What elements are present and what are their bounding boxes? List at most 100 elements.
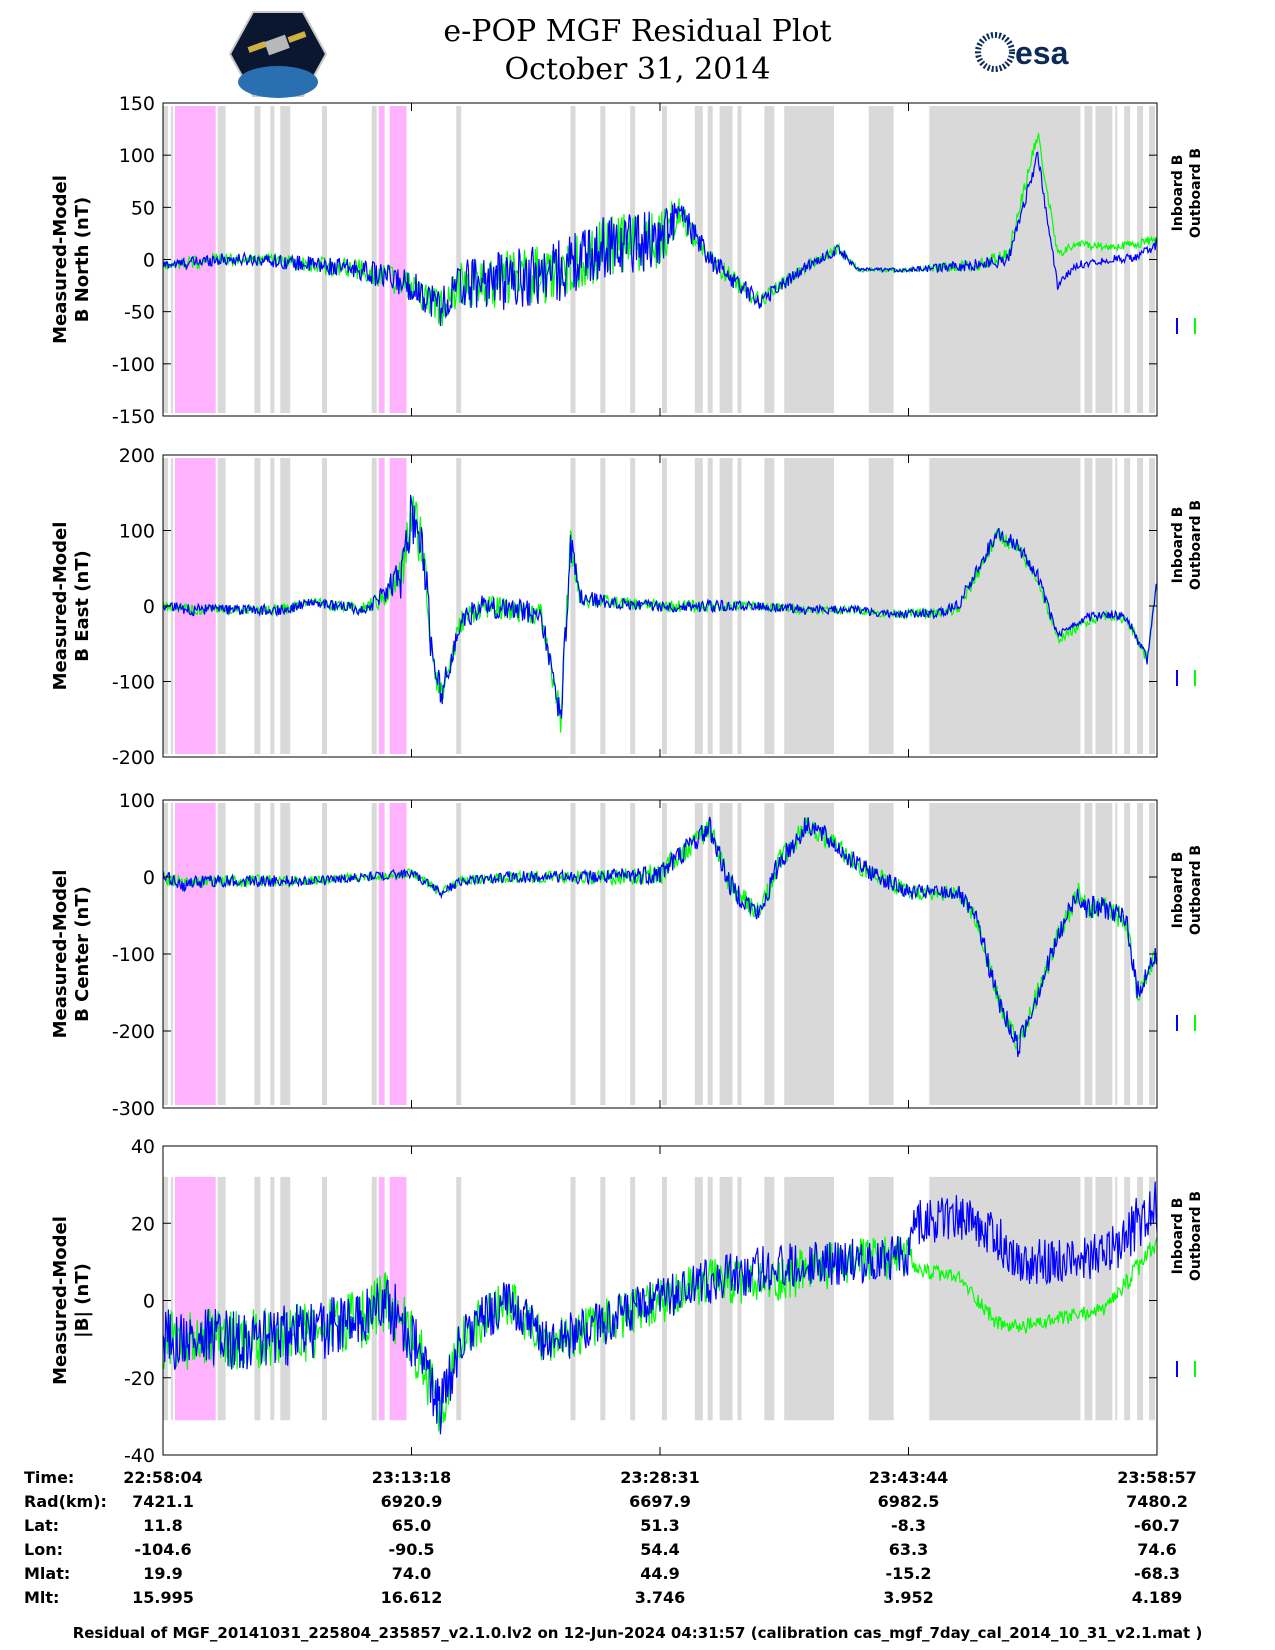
y-tick-label: -50 — [124, 302, 155, 324]
table-cell: 6697.9 — [629, 1492, 691, 1511]
y-tick-label: -150 — [112, 406, 155, 428]
y-tick-label: 50 — [131, 197, 155, 219]
gray-band — [270, 803, 275, 1105]
table-cell: -60.7 — [1133, 1516, 1181, 1535]
table-cell: 11.8 — [143, 1516, 183, 1535]
gray-band — [217, 803, 226, 1105]
pink-band — [378, 106, 385, 413]
series-line-outboard — [162, 817, 1158, 1051]
y-tick-label: 0 — [143, 867, 155, 889]
y-tick-label: -100 — [112, 944, 155, 966]
gray-band — [1124, 1176, 1131, 1421]
table-cell: 7480.2 — [1126, 1492, 1188, 1511]
gray-band — [170, 803, 173, 1105]
cassiope-logo — [228, 11, 328, 98]
y-axis-label: Measured-Model — [50, 175, 71, 344]
y-tick-label: -40 — [124, 1445, 155, 1467]
gray-band — [456, 106, 462, 413]
gray-band — [719, 803, 733, 1105]
table-cell: 6982.5 — [877, 1492, 940, 1511]
gray-band — [694, 106, 703, 413]
table-cell: 74.0 — [391, 1564, 432, 1583]
table-cell: 6920.9 — [380, 1492, 443, 1511]
table-cell: 23:13:18 — [371, 1468, 452, 1487]
gray-band — [254, 803, 261, 1105]
table-cell: -104.6 — [134, 1540, 192, 1559]
gray-band — [1124, 803, 1131, 1105]
gray-band — [371, 803, 377, 1105]
band-gap — [1092, 803, 1096, 1105]
table-cell: 23:28:31 — [620, 1468, 700, 1487]
gray-band — [707, 458, 713, 754]
gray-band — [170, 106, 173, 413]
gray-band — [170, 1176, 173, 1421]
band-gap — [1092, 458, 1096, 754]
gray-band — [371, 106, 377, 413]
gray-band — [784, 1176, 834, 1421]
gray-band — [600, 1176, 606, 1421]
gray-band — [784, 803, 834, 1105]
gray-band — [764, 803, 775, 1105]
esa-logo: esa — [975, 32, 1069, 72]
gray-band — [694, 803, 703, 1105]
gray-band — [868, 1176, 894, 1421]
gray-band — [280, 1176, 291, 1421]
pink-band — [389, 106, 407, 413]
legend-label-inboard: Inboard B — [1170, 155, 1186, 232]
y-tick-label: 150 — [119, 93, 155, 115]
gray-band — [280, 803, 291, 1105]
y-tick-label: 100 — [119, 145, 155, 167]
band-gap — [1092, 106, 1096, 413]
gray-band — [1149, 1176, 1156, 1421]
table-cell: 23:43:44 — [868, 1468, 949, 1487]
gray-band — [600, 803, 606, 1105]
gray-band — [456, 458, 462, 754]
table-cell: -8.3 — [891, 1516, 926, 1535]
table-cell: 54.4 — [640, 1540, 680, 1559]
table-cell: 65.0 — [391, 1516, 432, 1535]
y-axis-label: B East (nT) — [72, 550, 93, 662]
table-cell: 22:58:04 — [123, 1468, 203, 1487]
gray-band — [661, 803, 667, 1105]
gray-band — [600, 458, 606, 754]
gray-band — [456, 1176, 462, 1421]
gray-band — [254, 458, 261, 754]
y-tick-label: -300 — [112, 1098, 155, 1120]
table-cell: 3.746 — [634, 1588, 686, 1607]
pink-band — [378, 803, 385, 1105]
y-axis-label: |B| (nT) — [72, 1263, 93, 1338]
gray-band — [163, 1176, 168, 1421]
legend-label-inboard: Inboard B — [1170, 852, 1186, 929]
series-line-inboard — [162, 1181, 1158, 1435]
gray-band — [928, 458, 1118, 754]
table-cell: 19.9 — [143, 1564, 183, 1583]
gray-band — [570, 1176, 576, 1421]
gray-band — [764, 1176, 775, 1421]
band-gap — [1080, 458, 1085, 754]
table-cell: 23:58:57 — [1117, 1468, 1197, 1487]
gray-band — [868, 803, 894, 1105]
legend-label-inboard: Inboard B — [1170, 1198, 1186, 1275]
table-row-label: Mlt: — [24, 1588, 60, 1607]
y-tick-label: -100 — [112, 672, 155, 694]
band-gap — [1112, 803, 1116, 1105]
gray-band — [1137, 458, 1144, 754]
table-row-label: Lon: — [24, 1540, 63, 1559]
gray-band — [456, 803, 462, 1105]
table-cell: 3.952 — [883, 1588, 934, 1607]
table-cell: 4.189 — [1131, 1588, 1183, 1607]
gray-band — [322, 1176, 328, 1421]
pink-band — [174, 1176, 216, 1421]
chart-title: e-POP MGF Residual Plot — [443, 14, 832, 49]
series-line-inboard — [162, 494, 1158, 719]
chart-subtitle-date: October 31, 2014 — [504, 52, 771, 87]
band-gap — [1092, 1176, 1096, 1421]
y-tick-label: 40 — [131, 1136, 155, 1158]
y-tick-label: 100 — [119, 521, 155, 543]
y-axis-label: Measured-Model — [50, 870, 71, 1039]
series-line-inboard — [162, 816, 1158, 1058]
legend-label-inboard: Inboard B — [1170, 507, 1186, 584]
y-axis-label: Measured-Model — [50, 522, 71, 691]
table-cell: 16.612 — [380, 1588, 443, 1607]
